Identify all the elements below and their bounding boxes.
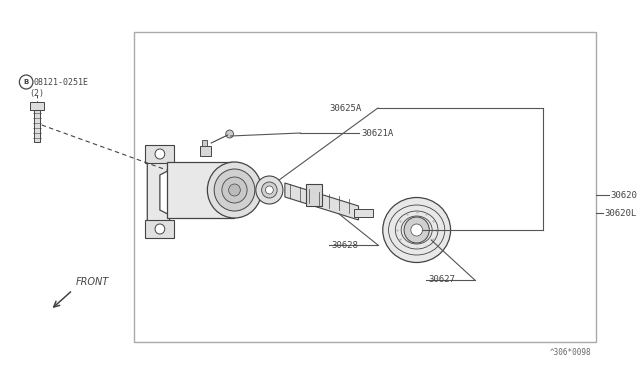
Text: FRONT: FRONT: [76, 277, 109, 287]
Bar: [202, 140, 207, 146]
Bar: [34, 110, 40, 142]
Text: 30627: 30627: [428, 276, 455, 285]
Bar: [145, 145, 175, 163]
Bar: [166, 162, 234, 218]
Circle shape: [262, 182, 277, 198]
Bar: [306, 184, 322, 206]
Text: ^306*0098: ^306*0098: [550, 348, 591, 357]
Text: 30620: 30620: [611, 190, 637, 199]
Text: B: B: [24, 79, 29, 85]
Circle shape: [411, 224, 422, 236]
Circle shape: [404, 217, 429, 243]
Text: 30625A: 30625A: [330, 103, 362, 112]
Circle shape: [155, 224, 164, 234]
Circle shape: [222, 177, 247, 203]
Circle shape: [228, 184, 240, 196]
Ellipse shape: [383, 198, 451, 263]
Text: 30621A: 30621A: [362, 128, 394, 138]
Circle shape: [226, 130, 234, 138]
Text: 30620L: 30620L: [605, 208, 637, 218]
Text: 30628: 30628: [332, 241, 358, 250]
Circle shape: [266, 186, 273, 194]
Circle shape: [155, 149, 164, 159]
Circle shape: [214, 169, 255, 211]
Text: (2): (2): [29, 89, 44, 97]
Bar: [145, 220, 175, 238]
Polygon shape: [354, 209, 373, 217]
Bar: [30, 102, 44, 110]
Polygon shape: [147, 150, 170, 235]
Text: 08121-0251E: 08121-0251E: [34, 77, 89, 87]
Polygon shape: [285, 183, 358, 220]
Circle shape: [256, 176, 283, 204]
Circle shape: [207, 162, 262, 218]
Bar: [200, 146, 211, 156]
Bar: [134, 32, 596, 342]
